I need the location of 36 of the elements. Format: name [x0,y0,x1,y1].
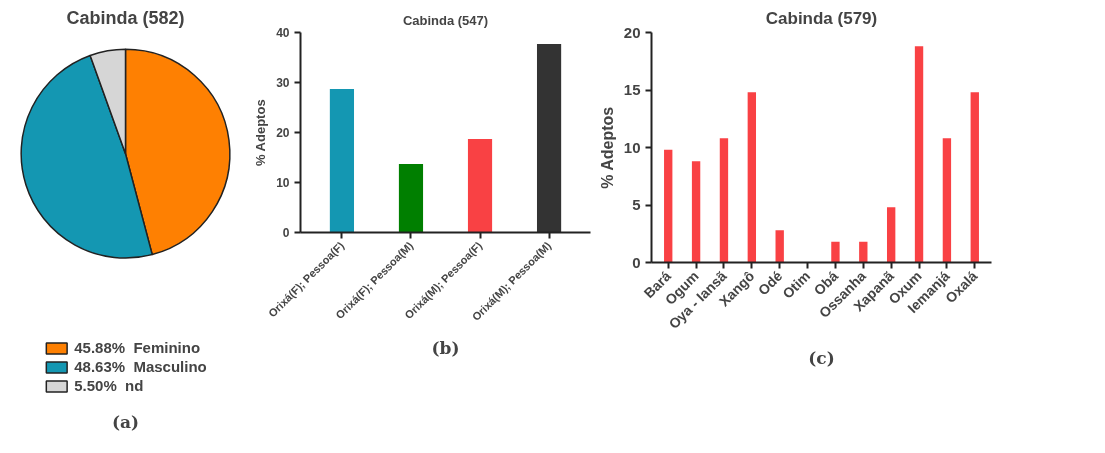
y-tick-label: 10 [623,138,641,156]
bar [942,138,952,263]
bar [691,161,701,263]
bar [467,139,493,233]
y-tick-label: 30 [276,76,290,90]
bar [398,164,424,233]
chart-title: Cabinda (547) [402,12,489,28]
bar [775,230,784,263]
y-axis-title: % Adeptos [253,99,269,167]
chart-title: Cabinda (579) [765,8,878,28]
text: (b) [431,337,460,358]
bar [536,44,562,233]
legend-label: 5.50% nd [74,377,144,394]
bar [886,207,896,263]
text: (a) [111,411,140,432]
bar [329,89,355,233]
chart-title: Cabinda (582) [66,7,185,28]
y-tick-label: 0 [282,226,290,240]
y-tick-label: 20 [276,126,290,140]
y-tick-label: 15 [623,81,641,98]
y-axis-title: % Adeptos [598,106,616,189]
text: (c) [808,347,835,368]
y-tick-label: 5 [632,196,641,213]
y-tick-label: 20 [623,23,641,41]
legend-label: 48.63% Masculino [74,358,207,375]
bar [970,92,979,263]
bar [831,241,840,263]
legend-label: 45.88% Feminino [74,339,201,356]
bar [747,92,757,263]
bar [664,149,673,263]
bar [719,138,729,263]
y-tick-label: 0 [632,253,641,271]
bar [859,241,868,263]
y-tick-label: 40 [276,26,290,40]
bar [914,46,924,263]
y-tick-label: 10 [276,176,290,190]
